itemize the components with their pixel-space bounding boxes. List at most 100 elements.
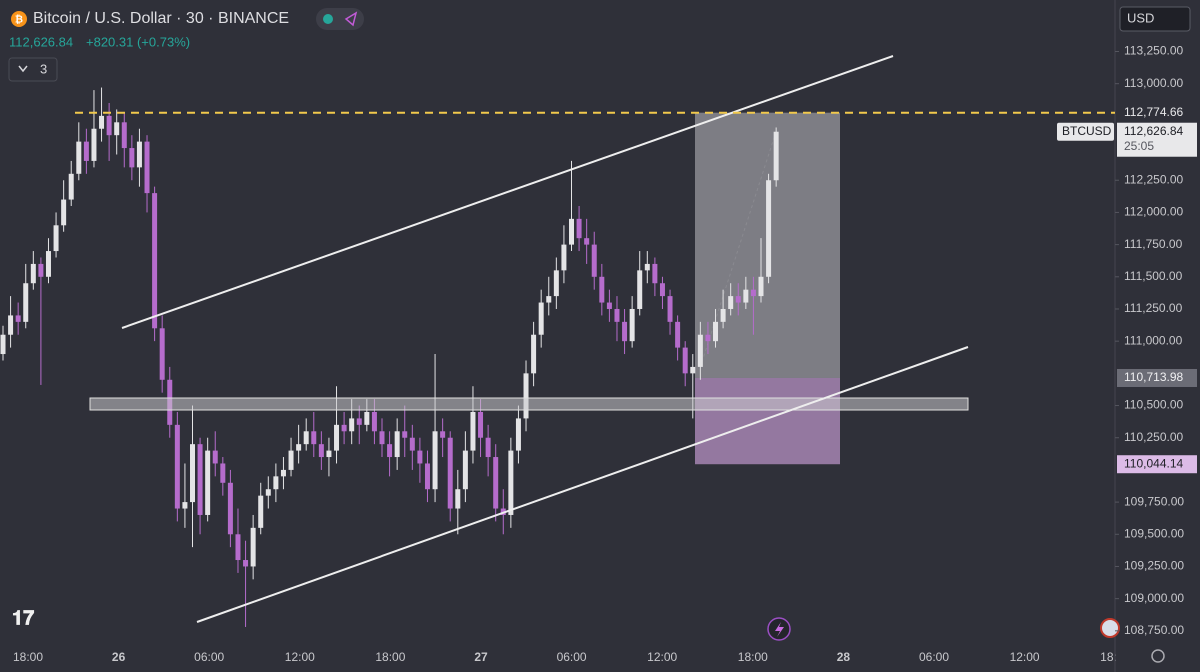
price-label: 112,774.66 xyxy=(1124,105,1183,119)
candle-body xyxy=(0,334,6,355)
candle-body xyxy=(220,463,226,483)
y-tick-label: 111,750.00 xyxy=(1124,237,1183,251)
candle-body xyxy=(622,321,628,342)
candle-body xyxy=(68,173,74,200)
candle-body xyxy=(15,315,21,322)
x-tick-label: 06:00 xyxy=(194,650,224,664)
last-price: 112,626.84 xyxy=(9,34,73,49)
candle-body xyxy=(440,431,446,438)
candle-body xyxy=(159,328,165,380)
candle-body xyxy=(720,308,726,322)
candle-body xyxy=(356,418,362,425)
candle-body xyxy=(280,469,286,477)
candle-body xyxy=(265,489,271,496)
candle-body xyxy=(561,244,567,271)
candle-body xyxy=(182,502,188,509)
support-zone[interactable] xyxy=(89,397,969,411)
candle-body xyxy=(23,283,29,322)
y-tick-label: 113,000.00 xyxy=(1124,76,1183,90)
x-tick-label: 12:00 xyxy=(1010,650,1040,664)
candle-body xyxy=(38,263,44,277)
candle-body xyxy=(250,527,256,567)
candle-body xyxy=(91,128,97,161)
candle-body xyxy=(326,450,332,458)
trend-line[interactable] xyxy=(121,55,894,329)
x-tick-label: 18:00 xyxy=(375,650,405,664)
candle-body xyxy=(45,251,51,277)
candle-body xyxy=(424,463,430,490)
candle-body xyxy=(61,199,67,226)
indicator-count: 3 xyxy=(40,61,47,76)
y-tick-label: 109,250.00 xyxy=(1124,559,1184,573)
market-status xyxy=(323,14,333,24)
candle-body xyxy=(235,534,241,561)
candle-body xyxy=(637,270,643,309)
symbol-title: Bitcoin / U.S. Dollar · 30 · BINANCE xyxy=(33,10,289,27)
candle-body xyxy=(493,457,499,509)
y-tick-label: 109,500.00 xyxy=(1124,526,1184,540)
candle-body xyxy=(758,276,764,297)
y-tick-label: 108,750.00 xyxy=(1124,623,1184,637)
x-tick-label: 06:00 xyxy=(557,650,587,664)
candle-body xyxy=(144,141,150,194)
candle-body xyxy=(690,366,696,374)
candle-body xyxy=(349,418,355,432)
candle-body xyxy=(629,308,635,342)
candle-body xyxy=(606,302,612,309)
price-change: +820.31 (+0.73%) xyxy=(86,34,190,49)
candle-body xyxy=(713,321,719,342)
candle-body xyxy=(743,289,749,303)
candle-body xyxy=(212,450,218,464)
candle-body xyxy=(682,347,688,374)
candle-body xyxy=(30,263,36,284)
candle-body xyxy=(478,411,484,438)
y-tick-label: 111,500.00 xyxy=(1124,269,1183,283)
indicator-toggle[interactable] xyxy=(8,57,58,82)
candle-body xyxy=(659,283,665,297)
candle-body xyxy=(402,431,408,438)
y-tick-label: 110,500.00 xyxy=(1124,398,1183,412)
symbol-label: BTCUSD xyxy=(1062,124,1112,138)
candle-body xyxy=(652,263,658,284)
y-tick-label: 111,000.00 xyxy=(1124,333,1183,347)
price-label: 110,713.98 xyxy=(1124,370,1183,384)
candle-body xyxy=(614,308,620,322)
alert-icon xyxy=(344,11,358,27)
candle-body xyxy=(53,225,59,252)
candle-body xyxy=(485,437,491,458)
candle-body xyxy=(99,115,105,129)
candle-body xyxy=(576,218,582,239)
candle-body xyxy=(569,218,574,245)
x-tick-label: 18:00 xyxy=(1100,650,1130,664)
candle-body xyxy=(417,450,423,464)
price-label-box xyxy=(1117,455,1197,474)
candle-body xyxy=(106,115,112,136)
candle-body xyxy=(243,560,249,567)
candle-body xyxy=(728,296,734,309)
candle-body xyxy=(584,238,590,245)
candle-body xyxy=(697,334,703,367)
candle-body xyxy=(136,141,142,168)
candle-body xyxy=(273,476,279,490)
candle-body xyxy=(394,431,400,458)
candle-body xyxy=(83,141,89,161)
y-tick-label: 112,000.00 xyxy=(1124,205,1183,219)
candle-body xyxy=(508,450,514,515)
x-tick-label: 27 xyxy=(474,650,488,664)
y-tick-label: 109,000.00 xyxy=(1124,591,1184,605)
settings-icon[interactable] xyxy=(1151,649,1165,663)
candle-body xyxy=(288,450,294,470)
currency-select[interactable] xyxy=(1119,6,1191,32)
candle-body xyxy=(675,321,681,348)
trend-line[interactable] xyxy=(196,346,969,623)
y-tick-label: 113,250.00 xyxy=(1124,44,1183,58)
candle-body xyxy=(773,131,779,181)
candle-body xyxy=(296,444,302,451)
tv-logo: 𝟏𝟕 xyxy=(12,607,34,629)
bolt xyxy=(775,622,784,637)
currency: USD xyxy=(1127,10,1154,25)
candle-body xyxy=(447,437,453,509)
candle-body xyxy=(766,180,772,277)
flag-icon[interactable] xyxy=(1100,618,1120,638)
